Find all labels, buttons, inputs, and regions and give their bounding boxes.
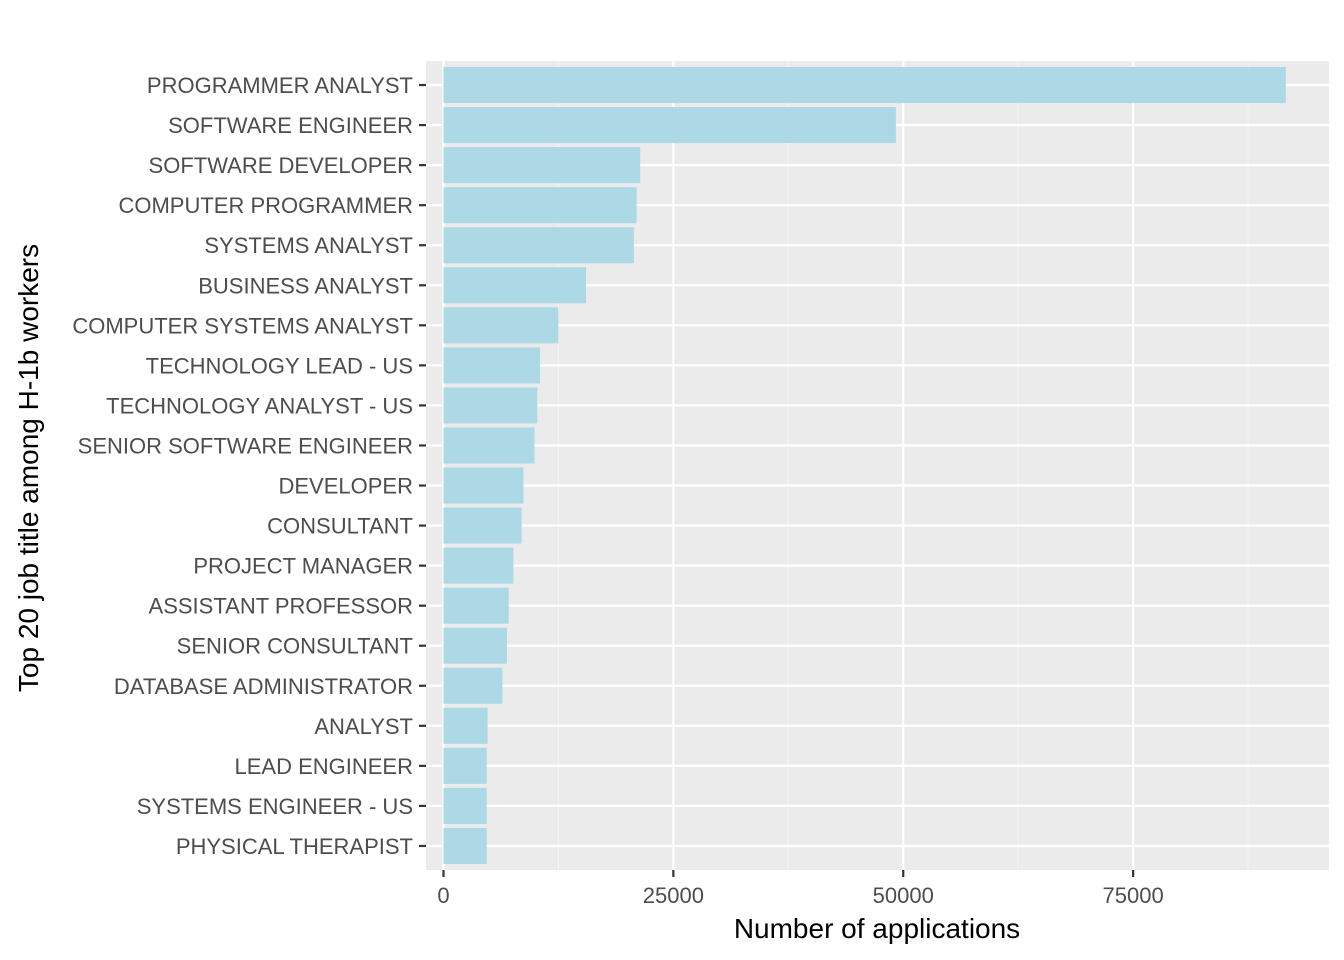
y-tick-label: PROGRAMMER ANALYST <box>147 73 413 98</box>
y-tick-label: TECHNOLOGY ANALYST - US <box>106 393 413 418</box>
bar-assistant-professor <box>443 587 509 624</box>
bar-developer <box>443 467 524 504</box>
x-axis-title: Number of applications <box>734 913 1020 944</box>
y-tick-label: SYSTEMS ANALYST <box>204 233 413 258</box>
bar-lead-engineer <box>443 747 487 784</box>
bar-database-administrator <box>443 667 503 704</box>
y-tick-label: SOFTWARE ENGINEER <box>168 113 413 138</box>
x-tick-label: 25000 <box>643 883 704 908</box>
y-tick-label: PHYSICAL THERAPIST <box>176 834 413 859</box>
bar-analyst <box>443 707 488 744</box>
bar-technology-lead-us <box>443 347 541 384</box>
bar-systems-analyst <box>443 227 634 264</box>
bar-software-engineer <box>443 107 896 144</box>
y-tick-label: PROJECT MANAGER <box>193 554 413 579</box>
y-tick-label: LEAD ENGINEER <box>235 754 414 779</box>
y-tick-label: COMPUTER PROGRAMMER <box>118 193 413 218</box>
x-tick-label: 50000 <box>873 883 934 908</box>
bar-senior-software-engineer <box>443 427 535 464</box>
bar-technology-analyst-us <box>443 387 538 424</box>
bar-computer-systems-analyst <box>443 307 559 344</box>
y-tick-label: ANALYST <box>314 714 413 739</box>
y-tick-label: ASSISTANT PROFESSOR <box>149 594 413 619</box>
bar-computer-programmer <box>443 187 637 224</box>
bar-project-manager <box>443 547 514 584</box>
y-tick-label: SENIOR SOFTWARE ENGINEER <box>78 433 413 458</box>
bar-consultant <box>443 507 522 544</box>
y-tick-label: SENIOR CONSULTANT <box>177 634 413 659</box>
y-tick-label: TECHNOLOGY LEAD - US <box>146 353 413 378</box>
bar-physical-therapist <box>443 827 487 864</box>
bar-programmer-analyst <box>443 67 1286 104</box>
x-tick-label: 75000 <box>1103 883 1164 908</box>
bar-senior-consultant <box>443 627 507 664</box>
y-tick-label: CONSULTANT <box>267 514 413 539</box>
x-tick-label: 0 <box>437 883 449 908</box>
bar-business-analyst <box>443 267 587 304</box>
y-tick-label: SYSTEMS ENGINEER - US <box>137 794 413 819</box>
y-tick-label: COMPUTER SYSTEMS ANALYST <box>72 313 413 338</box>
bar-software-developer <box>443 147 641 184</box>
bar-systems-engineer-us <box>443 787 487 824</box>
y-tick-label: SOFTWARE DEVELOPER <box>149 153 413 178</box>
y-axis-title: Top 20 job title among H-1b workers <box>13 244 44 692</box>
y-tick-label: DATABASE ADMINISTRATOR <box>114 674 413 699</box>
y-tick-label: DEVELOPER <box>279 474 414 499</box>
y-tick-label: BUSINESS ANALYST <box>198 273 413 298</box>
